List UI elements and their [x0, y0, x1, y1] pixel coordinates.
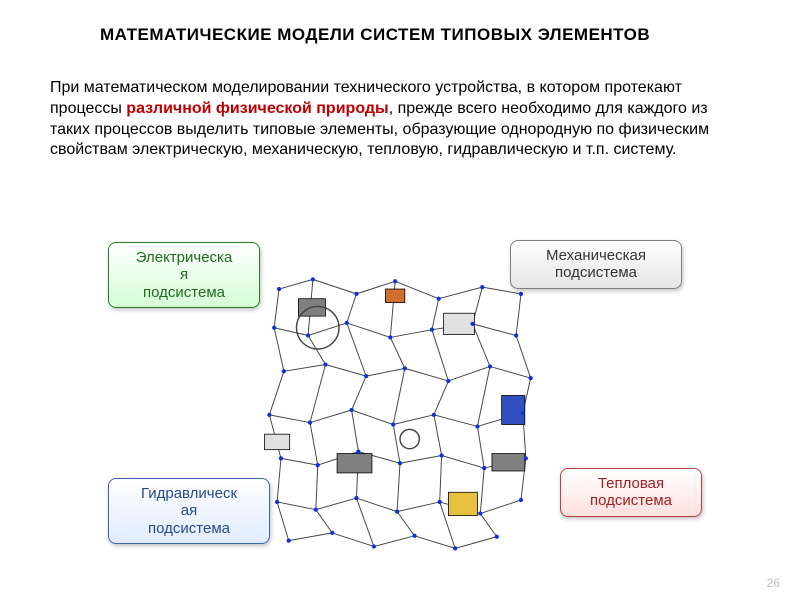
callout-thermal-label: Тепловаяподсистема: [590, 475, 672, 509]
callout-electric: Электрическаяподсистема: [108, 242, 260, 308]
callout-thermal: Тепловаяподсистема: [560, 468, 702, 517]
callout-hydraulic: Гидравлическаяподсистема: [108, 478, 270, 544]
callout-mechanical-label: Механическаяподсистема: [546, 247, 646, 281]
slide-title: МАТЕМАТИЧЕСКИЕ МОДЕЛИ СИСТЕМ ТИПОВЫХ ЭЛЕ…: [100, 24, 660, 45]
schematic-diagram: [245, 260, 555, 560]
body-highlight: различной физической природы: [126, 100, 388, 117]
callout-electric-label: Электрическаяподсистема: [136, 249, 233, 301]
callout-hydraulic-label: Гидравлическаяподсистема: [141, 485, 237, 537]
body-paragraph: При математическом моделировании техниче…: [50, 78, 750, 161]
callout-mechanical: Механическаяподсистема: [510, 240, 682, 289]
slide: МАТЕМАТИЧЕСКИЕ МОДЕЛИ СИСТЕМ ТИПОВЫХ ЭЛЕ…: [0, 0, 800, 600]
page-number: 26: [767, 576, 780, 590]
